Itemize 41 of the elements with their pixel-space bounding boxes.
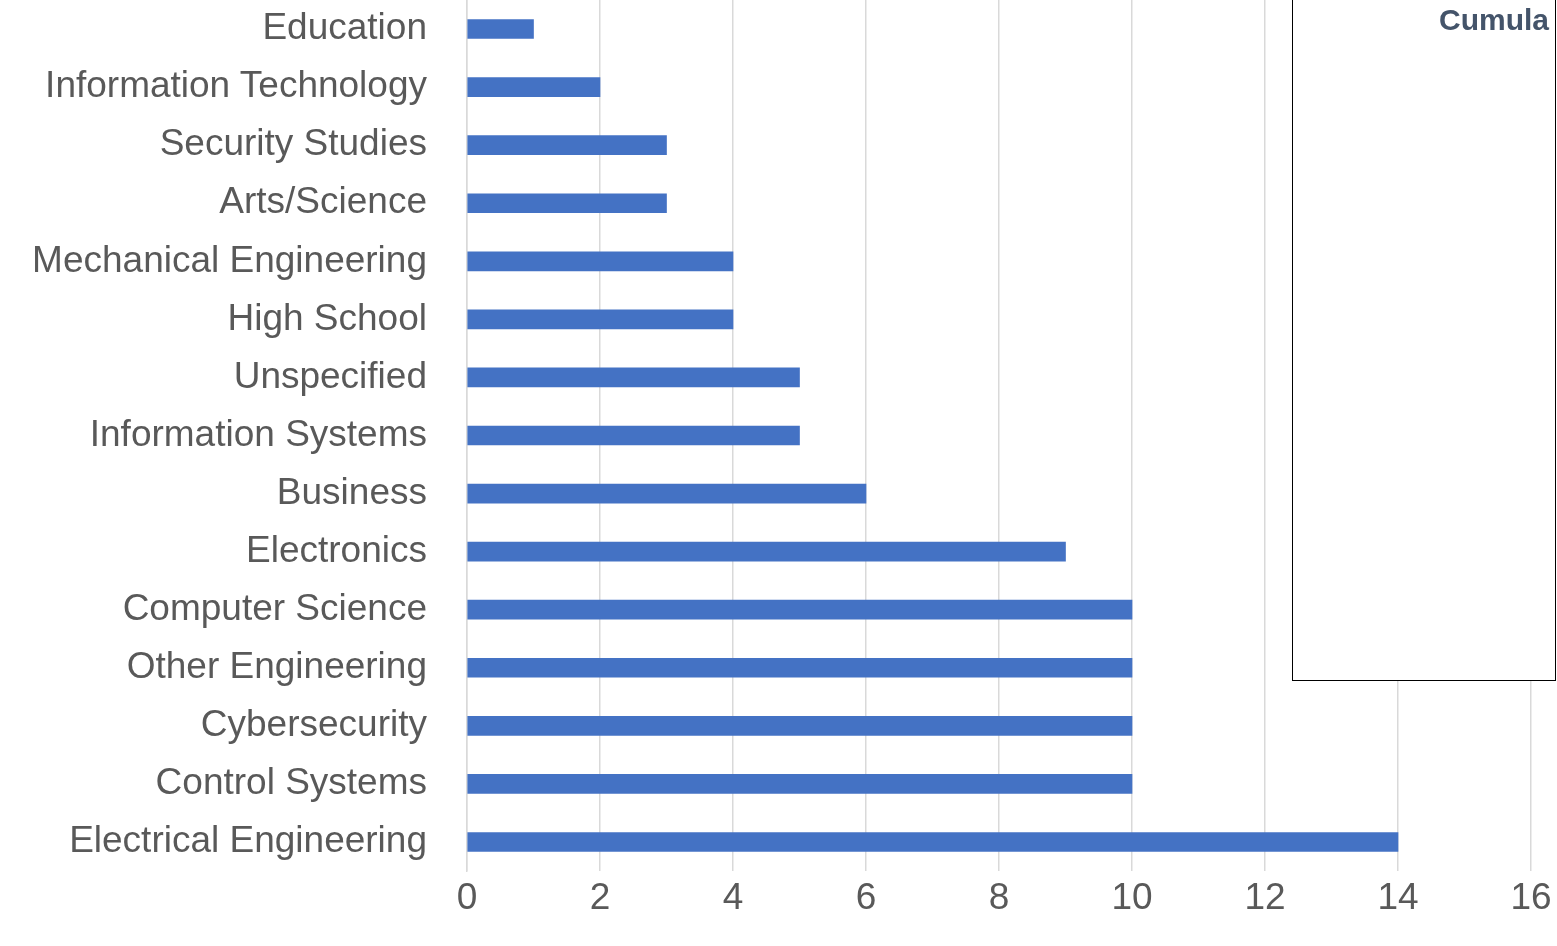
bar xyxy=(467,309,734,330)
y-tick-label: Information Systems xyxy=(89,412,427,454)
y-tick-label: Cybersecurity xyxy=(200,703,428,745)
x-tick-label: 14 xyxy=(1377,876,1419,918)
bar xyxy=(467,716,1133,736)
bar xyxy=(467,483,867,504)
annotation: Cumula xyxy=(1438,3,1549,37)
y-tick-label: Business xyxy=(276,470,427,512)
y-tick-label: Unspecified xyxy=(233,354,427,396)
x-tick-label: 6 xyxy=(855,876,877,918)
x-tick-label: 10 xyxy=(1111,876,1153,918)
y-tick-label: Electronics xyxy=(246,528,427,570)
y-tick-label: Control Systems xyxy=(155,761,427,803)
x-tick-label: 0 xyxy=(456,876,478,918)
bar xyxy=(467,19,534,39)
text-box: Cumula xyxy=(1292,0,1556,681)
x-tick-label: 8 xyxy=(988,876,1010,918)
bar xyxy=(467,193,667,214)
bar xyxy=(467,774,1133,794)
y-tick-label: Other Engineering xyxy=(126,644,427,686)
bar xyxy=(467,251,734,272)
y-tick-label: Arts/Science xyxy=(219,180,427,222)
x-tick-label: 2 xyxy=(589,876,611,918)
y-tick-label: Education xyxy=(262,6,427,48)
y-tick-label: Computer Science xyxy=(122,586,427,628)
x-tick-label: 16 xyxy=(1510,876,1552,918)
bar xyxy=(467,599,1133,620)
bar xyxy=(467,541,1066,562)
bar xyxy=(467,135,667,155)
y-tick-label: High School xyxy=(227,296,427,338)
y-tick-label: Information Technology xyxy=(45,64,428,106)
bar xyxy=(467,832,1399,852)
x-tick-label: 12 xyxy=(1244,876,1286,918)
y-tick-label: Mechanical Engineering xyxy=(32,238,427,280)
y-tick-label: Electrical Engineering xyxy=(69,819,427,861)
bar xyxy=(467,657,1133,678)
x-tick-label: 4 xyxy=(722,876,744,918)
bar xyxy=(467,425,800,446)
bar xyxy=(467,367,800,388)
bar xyxy=(467,77,601,97)
y-tick-label: Security Studies xyxy=(159,122,427,164)
